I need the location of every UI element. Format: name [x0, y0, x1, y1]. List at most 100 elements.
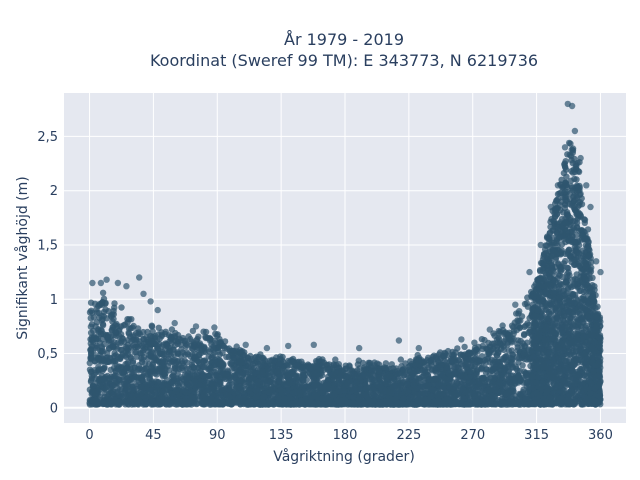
data-point	[89, 309, 96, 316]
data-point	[181, 337, 188, 344]
data-point	[136, 365, 144, 372]
data-point	[229, 347, 237, 355]
data-point	[233, 343, 240, 350]
data-point	[145, 341, 152, 348]
data-point	[525, 321, 533, 329]
data-point	[129, 359, 137, 367]
data-point	[162, 328, 169, 335]
data-point	[240, 352, 247, 359]
data-point	[269, 400, 276, 408]
data-point	[354, 361, 362, 368]
data-point	[118, 352, 126, 359]
data-point	[91, 388, 99, 396]
data-point	[382, 360, 390, 367]
data-point	[182, 343, 189, 350]
data-point	[445, 369, 452, 377]
data-point	[189, 327, 197, 335]
data-point	[479, 342, 486, 350]
data-point	[488, 395, 495, 402]
data-point	[276, 355, 284, 363]
data-point	[228, 359, 235, 367]
data-point	[148, 323, 156, 330]
data-point	[247, 371, 254, 378]
data-point	[86, 366, 94, 373]
data-point	[498, 387, 505, 394]
data-point	[430, 376, 437, 383]
data-point	[109, 382, 116, 389]
data-points	[86, 100, 604, 408]
data-point	[248, 382, 255, 389]
data-point	[373, 381, 381, 389]
data-point	[148, 349, 156, 356]
data-point	[121, 338, 128, 345]
data-point	[248, 356, 255, 363]
data-point	[462, 355, 469, 362]
data-point	[341, 396, 348, 404]
data-point	[100, 295, 108, 302]
data-point	[359, 359, 367, 367]
data-point	[478, 365, 485, 372]
data-point	[420, 373, 427, 380]
data-point	[97, 330, 104, 337]
data-point	[104, 393, 111, 400]
data-point	[87, 346, 95, 354]
data-point	[443, 364, 451, 371]
data-point	[355, 396, 363, 403]
data-point	[124, 316, 131, 323]
data-point	[472, 346, 480, 353]
data-point	[513, 326, 520, 334]
data-point	[490, 374, 498, 382]
data-point	[400, 366, 407, 373]
data-point	[523, 373, 531, 380]
data-point	[493, 352, 501, 359]
data-point	[107, 354, 114, 362]
data-point	[461, 343, 468, 351]
data-point	[471, 339, 478, 346]
data-point	[135, 391, 142, 399]
data-point	[112, 328, 119, 335]
data-point	[202, 328, 210, 336]
data-point	[508, 335, 515, 342]
data-point	[505, 375, 513, 382]
data-point	[214, 332, 221, 339]
data-point	[454, 345, 461, 352]
data-point	[118, 304, 125, 311]
data-point	[334, 380, 342, 387]
data-point	[446, 375, 454, 383]
data-point	[438, 371, 446, 378]
data-point	[104, 334, 112, 341]
data-point	[257, 351, 264, 358]
data-point	[496, 336, 503, 343]
data-point	[518, 313, 526, 320]
data-point	[306, 385, 313, 393]
data-point	[162, 355, 170, 363]
data-point	[159, 388, 166, 395]
data-point	[503, 353, 510, 360]
data-point	[513, 310, 520, 317]
data-point	[216, 378, 223, 385]
data-point	[128, 338, 135, 345]
data-point	[421, 367, 428, 374]
data-point	[87, 315, 95, 322]
data-point	[135, 329, 142, 336]
data-point	[101, 400, 108, 407]
data-point	[270, 380, 278, 387]
data-point	[312, 363, 319, 370]
data-point	[319, 362, 326, 369]
data-point	[509, 364, 516, 371]
chart-title-line2: Koordinat (Sweref 99 TM): E 343773, N 62…	[150, 51, 538, 70]
data-point	[299, 364, 306, 372]
data-point	[356, 385, 363, 393]
data-point	[492, 384, 500, 391]
data-point	[189, 368, 196, 375]
data-point	[146, 333, 154, 340]
data-point	[183, 359, 191, 366]
data-point	[93, 344, 100, 351]
data-point	[478, 353, 486, 360]
data-point	[210, 346, 217, 353]
data-point	[166, 350, 173, 357]
data-point	[239, 377, 246, 384]
data-point	[397, 356, 404, 363]
data-point	[89, 397, 96, 404]
